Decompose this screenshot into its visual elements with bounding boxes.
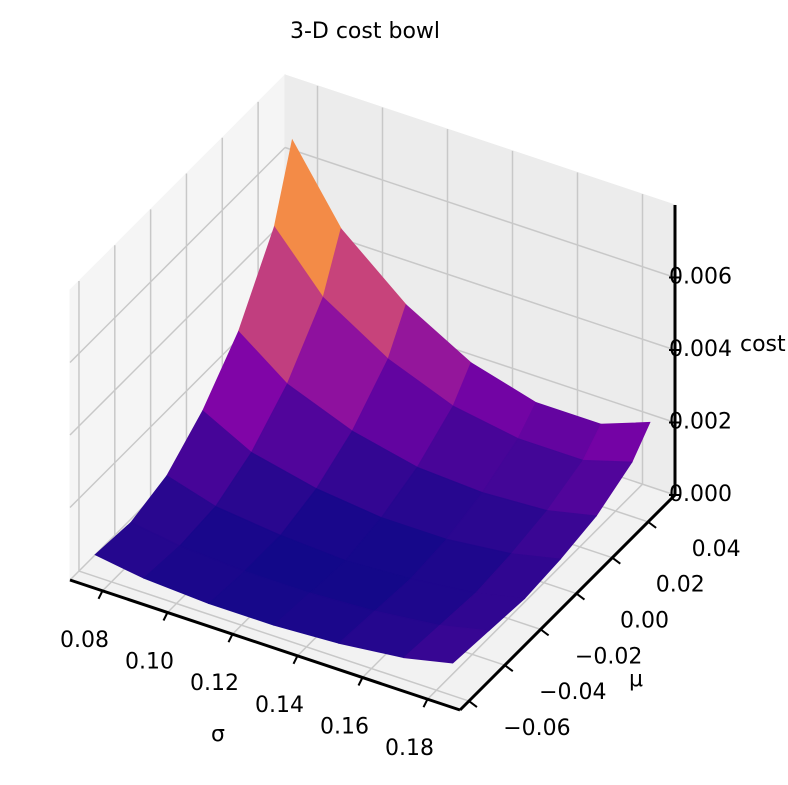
grid-line: [284, 146, 676, 279]
y-tick-label: 0.04: [692, 537, 741, 562]
y-axis: [458, 493, 677, 712]
z-axis-label: cost: [740, 332, 786, 357]
x-tick: [227, 633, 234, 643]
x-tick: [422, 698, 429, 708]
grid-line: [426, 483, 644, 700]
y-tick-label: −0.04: [539, 680, 606, 705]
y-tick: [468, 700, 478, 708]
x-tick: [357, 677, 364, 686]
x-tick-label: 0.12: [190, 671, 239, 696]
y-tick-label: −0.02: [575, 644, 642, 669]
y-tick-label: 0.00: [620, 609, 669, 634]
x-tick-label: 0.18: [385, 736, 434, 761]
x-tick-label: 0.14: [255, 693, 304, 718]
x-tick-label: 0.10: [125, 650, 174, 675]
chart-title: 3-D cost bowl: [290, 19, 440, 44]
z-tick-label: 0.006: [669, 265, 732, 290]
x-axis-label: σ: [211, 722, 225, 747]
y-tick-label: 0.02: [656, 573, 705, 598]
x-tick-label: 0.16: [320, 715, 369, 740]
grid-line: [78, 570, 470, 702]
x-tick-label: 0.08: [60, 628, 109, 653]
x-tick: [162, 612, 169, 621]
y-tick: [504, 664, 514, 673]
grid-line: [69, 146, 286, 364]
x-axis: [69, 578, 461, 712]
x-tick: [292, 655, 299, 665]
y-tick: [611, 556, 621, 565]
y-tick-label: −0.06: [503, 716, 570, 741]
z-tick-label: 0.002: [669, 410, 732, 435]
y-tick: [647, 521, 657, 529]
y-tick: [575, 592, 586, 601]
x-tick: [97, 590, 104, 600]
y-tick: [540, 628, 550, 637]
z-tick-label: 0.000: [669, 482, 732, 507]
surface-patch: [402, 624, 490, 664]
z-tick-label: 0.004: [669, 337, 732, 362]
y-axis-label: μ: [629, 667, 643, 692]
grid-line: [69, 219, 286, 436]
